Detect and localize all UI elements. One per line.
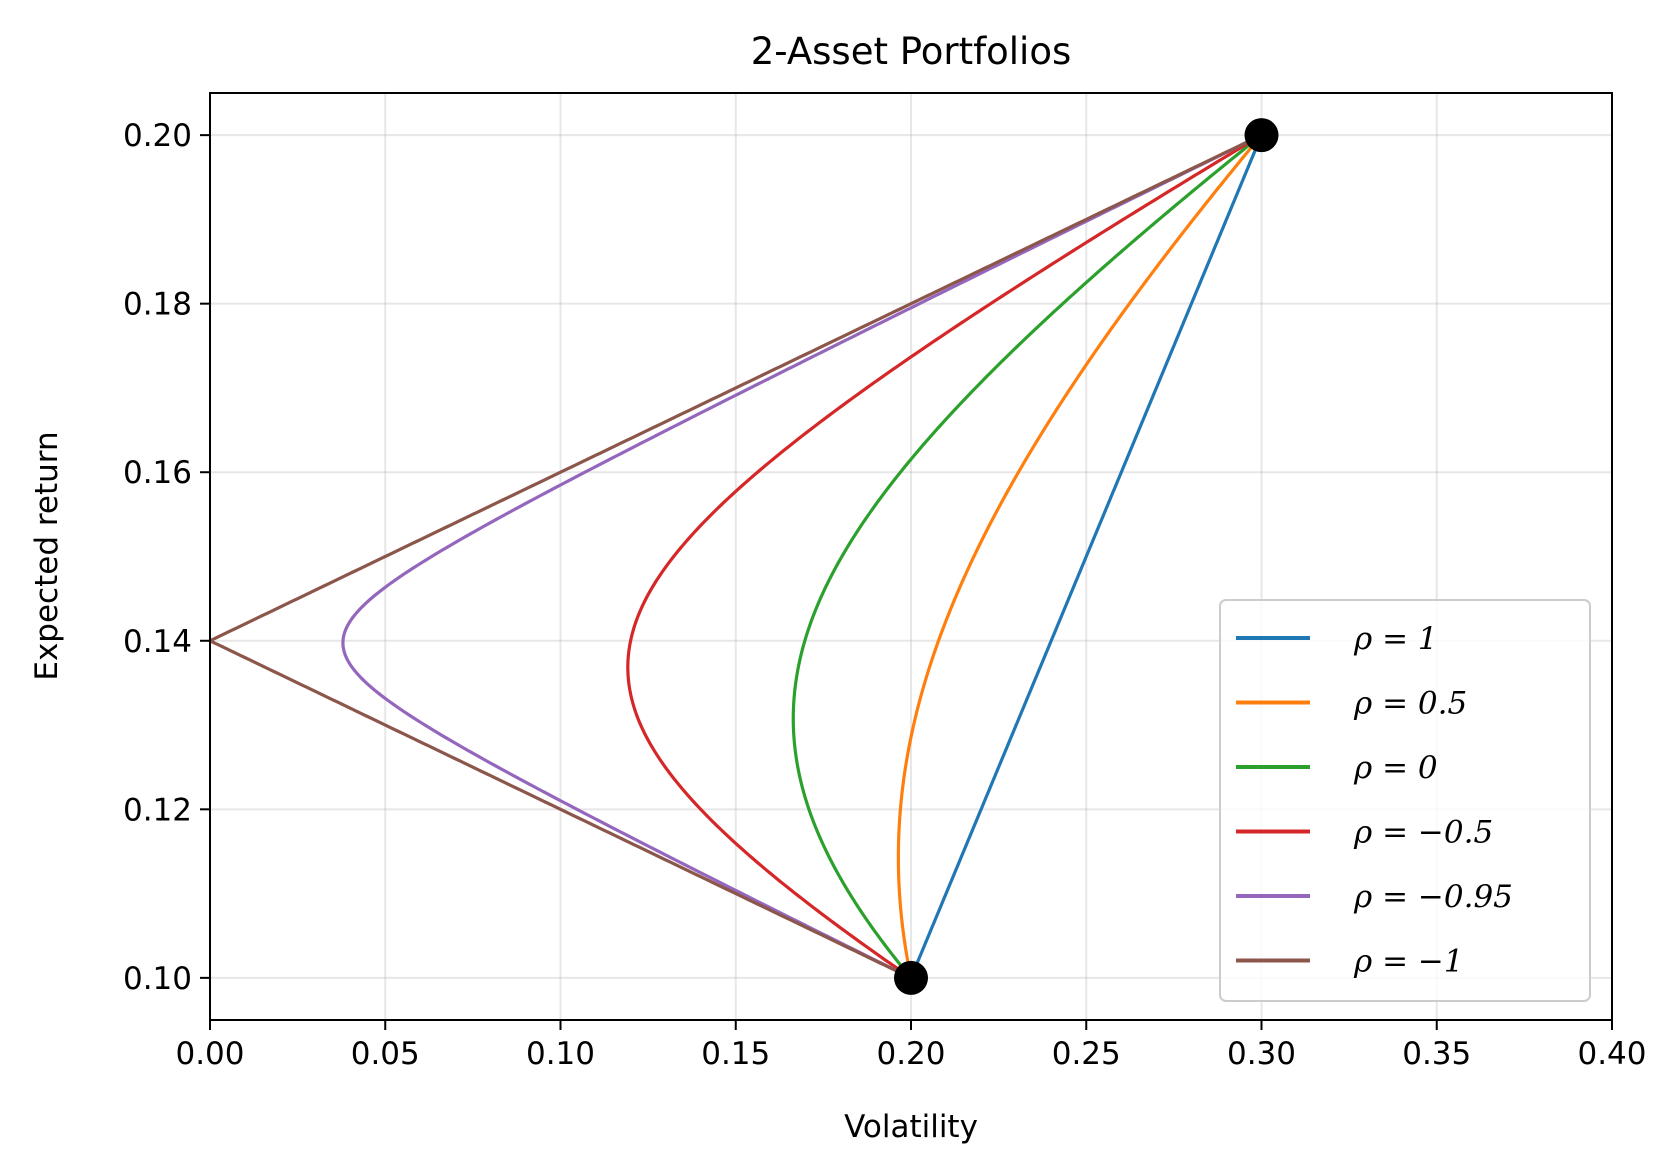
asset-markers (894, 118, 1279, 995)
series-line-1 (896, 134, 1263, 979)
x-tick-label: 0.25 (1052, 1036, 1121, 1072)
legend-label: ρ = −1 (1353, 944, 1464, 980)
y-axis: 0.10 0.12 0.14 0.16 0.18 0.20 (123, 118, 210, 997)
x-tick-label: 0.05 (351, 1036, 420, 1072)
plot-series (208, 133, 1263, 980)
legend: ρ = 1 ρ = 0.5 ρ = 0 ρ = −0.5 ρ = −0.95 ρ = −1 (1219, 599, 1591, 1002)
chart-title: 2-Asset Portfolios (751, 30, 1071, 73)
y-tick-label: 0.12 (123, 792, 192, 828)
x-axis-label: Volatility (844, 1109, 978, 1145)
legend-label: ρ = 0 (1353, 750, 1438, 786)
x-tick-label: 0.40 (1577, 1036, 1646, 1072)
legend-label: ρ = −0.95 (1353, 879, 1513, 915)
y-tick-label: 0.10 (123, 961, 192, 997)
x-axis: 0.00 0.05 0.10 0.15 0.20 0.25 0.30 0.35 0.40 (175, 1020, 1647, 1072)
series-line-2 (791, 133, 1263, 979)
x-tick-label: 0.15 (701, 1036, 770, 1072)
legend-label: ρ = 0.5 (1353, 686, 1467, 722)
legend-box (1219, 599, 1591, 1002)
series-line-5 (208, 133, 1263, 980)
x-tick-label: 0.00 (175, 1036, 244, 1072)
y-tick-label: 0.18 (123, 287, 192, 323)
series-line-3 (626, 133, 1263, 980)
y-tick-label: 0.14 (123, 624, 192, 660)
series-line-0 (909, 134, 1263, 979)
x-tick-label: 0.10 (526, 1036, 595, 1072)
x-tick-label: 0.35 (1402, 1036, 1471, 1072)
legend-label: ρ = −0.5 (1353, 815, 1493, 851)
series-line-4 (341, 133, 1263, 980)
x-tick-label: 0.30 (1227, 1036, 1296, 1072)
y-axis-label: Expected return (29, 431, 65, 680)
asset-marker-1 (1244, 118, 1279, 153)
y-tick-label: 0.20 (123, 118, 192, 154)
y-tick-label: 0.16 (123, 455, 192, 491)
legend-label: ρ = 1 (1353, 621, 1438, 657)
asset-marker-0 (894, 960, 928, 995)
x-tick-label: 0.20 (876, 1036, 945, 1072)
